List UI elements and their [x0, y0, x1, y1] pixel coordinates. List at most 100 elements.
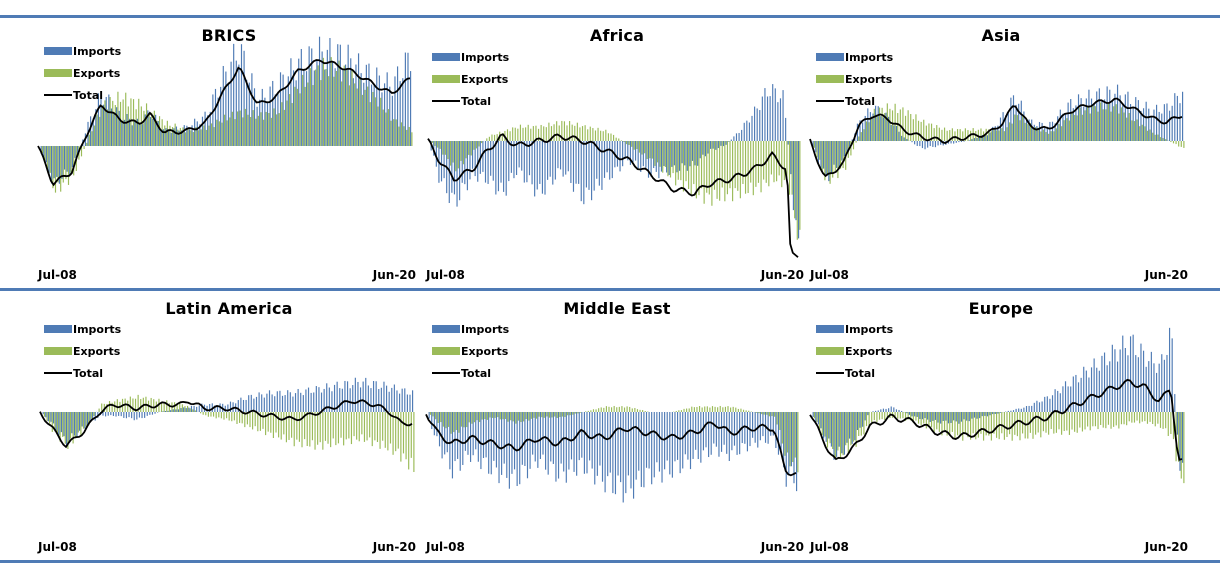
import-bar	[1025, 120, 1028, 141]
export-bar	[494, 412, 496, 418]
export-bar	[343, 65, 345, 146]
import-bar	[482, 141, 484, 172]
import-bar	[488, 412, 490, 474]
export-bar	[615, 137, 617, 141]
import-bar	[170, 410, 172, 412]
export-bar	[132, 99, 135, 146]
import-bar	[572, 141, 575, 192]
export-bar	[267, 412, 269, 432]
export-bar	[757, 141, 760, 183]
import-bar	[281, 395, 284, 412]
export-bar	[834, 412, 836, 459]
import-bar	[653, 412, 655, 478]
export-bar	[163, 401, 165, 412]
export-bar	[941, 129, 943, 141]
import-bar	[284, 395, 286, 412]
import-bar	[783, 412, 785, 468]
import-bar	[107, 412, 109, 416]
export-bar	[59, 412, 61, 442]
export-bar	[507, 412, 509, 422]
chart-panel-1: Africa Imports Exports Total Jul-08 Jun-20	[422, 18, 812, 288]
export-bar	[832, 141, 834, 178]
import-bar	[1098, 370, 1100, 412]
import-bar	[890, 406, 892, 412]
export-bar	[166, 400, 168, 412]
export-bar	[501, 133, 503, 141]
export-bar	[592, 128, 594, 141]
export-bar	[67, 412, 69, 449]
import-bar	[467, 412, 469, 455]
import-bar	[398, 393, 401, 412]
export-bar	[768, 141, 770, 187]
export-bar	[519, 124, 522, 141]
legend-label-exports: Exports	[461, 344, 509, 358]
export-bar	[975, 130, 977, 141]
export-bar	[776, 412, 778, 425]
import-bar	[175, 409, 177, 412]
import-bar	[440, 141, 443, 182]
import-bar	[1036, 126, 1038, 141]
import-bar	[591, 141, 593, 201]
import-bar	[341, 388, 343, 412]
export-bar	[938, 127, 940, 141]
export-bar	[1175, 141, 1177, 145]
import-bar	[144, 412, 146, 418]
legend-item-exports: Exports	[44, 340, 121, 362]
import-bar	[1020, 408, 1022, 412]
export-bar	[137, 394, 139, 412]
import-bar	[297, 388, 299, 412]
export-bar	[244, 108, 246, 146]
export-bar	[696, 406, 698, 412]
import-bar	[594, 412, 596, 485]
legend: Imports Exports Total	[432, 318, 509, 384]
export-bar	[698, 406, 701, 412]
export-bar	[842, 412, 844, 456]
import-bar	[919, 141, 921, 147]
import-bar	[596, 412, 598, 476]
import-bar	[443, 141, 445, 179]
export-bar	[996, 412, 998, 438]
export-bar	[515, 412, 517, 424]
export-bar	[497, 412, 499, 418]
import-bar	[700, 412, 702, 463]
import-bar	[336, 381, 338, 412]
export-bar	[1126, 117, 1128, 141]
import-bar	[66, 146, 68, 172]
chart-title: Latin America	[165, 299, 293, 318]
export-bar	[794, 412, 796, 458]
import-bar	[838, 141, 840, 169]
export-bar	[1029, 123, 1031, 141]
export-bar	[595, 409, 597, 412]
import-bar	[968, 412, 970, 422]
import-bar	[963, 412, 965, 420]
export-bar	[273, 108, 275, 146]
import-bar	[994, 126, 996, 141]
import-bar	[823, 412, 825, 439]
import-bar	[843, 141, 845, 157]
export-bar	[732, 406, 734, 412]
export-bar	[338, 60, 340, 146]
export-bar	[1113, 106, 1115, 141]
import-bar	[66, 412, 68, 447]
export-bar	[335, 412, 337, 446]
legend-label-total: Total	[73, 88, 104, 102]
import-bar	[772, 412, 774, 436]
import-bar	[851, 412, 853, 444]
export-bar	[1123, 112, 1125, 141]
import-bar	[547, 141, 549, 180]
export-bar	[127, 106, 129, 146]
export-bar	[980, 128, 982, 141]
import-bar	[523, 141, 525, 183]
import-bar	[718, 412, 720, 457]
import-bar	[1114, 93, 1116, 141]
export-bar	[964, 128, 966, 141]
import-bar	[624, 141, 626, 159]
export-bar	[450, 412, 452, 434]
export-bar	[291, 103, 293, 146]
import-bar	[1122, 103, 1124, 141]
import-bar	[929, 412, 931, 422]
export-bar	[574, 412, 576, 414]
export-bar	[569, 121, 571, 141]
export-bar	[350, 412, 353, 445]
export-bar	[260, 112, 262, 146]
